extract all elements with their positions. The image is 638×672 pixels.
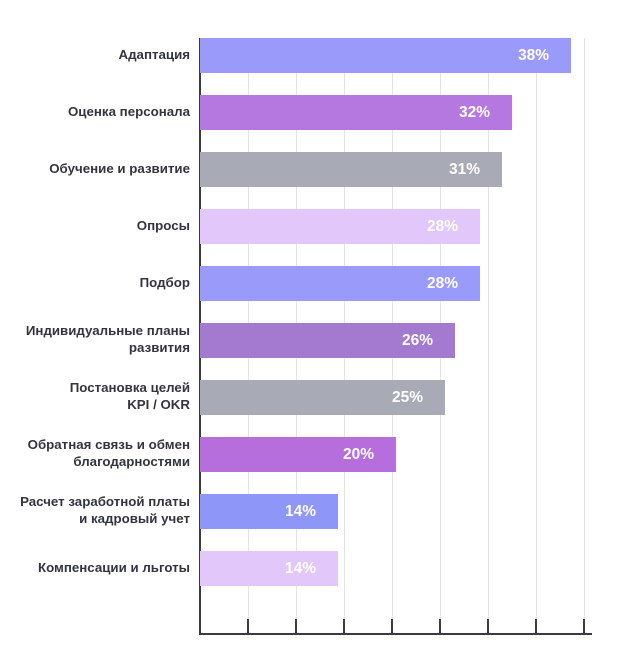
category-label: Компенсации и льготы	[37, 560, 190, 575]
category-label-column: Адаптация Оценка персонала Обучение и ра…	[0, 0, 190, 672]
bar-value-label: 14%	[285, 503, 317, 520]
category-label: Индивидуальные планы развития	[25, 323, 190, 355]
category-label: Подбор	[139, 275, 190, 290]
x-axis-tick	[487, 619, 489, 634]
x-axis-tick	[391, 619, 393, 634]
x-axis-tick	[535, 619, 537, 634]
gridline	[488, 38, 489, 634]
x-axis-tick	[343, 619, 345, 634]
x-axis-tick	[439, 619, 441, 634]
category-label: Постановка целей KPI / OKR	[69, 380, 190, 412]
x-axis-tick	[247, 619, 249, 634]
bar-row: 14%	[200, 551, 592, 586]
bar-row: 26%	[200, 323, 592, 358]
bar[interactable]	[200, 323, 455, 358]
bar[interactable]	[200, 551, 338, 586]
bar-value-label: 28%	[427, 275, 459, 292]
category-label: Обучение и развитие	[49, 161, 190, 176]
category-label: Адаптация	[118, 47, 190, 62]
category-label: Опросы	[136, 218, 190, 233]
bar-value-label: 20%	[343, 446, 375, 463]
gridline	[536, 38, 537, 634]
bar-value-label: 32%	[459, 104, 491, 121]
bar-row: 32%	[200, 95, 592, 130]
bar[interactable]	[200, 437, 396, 472]
bar-value-label: 25%	[392, 389, 424, 406]
bar[interactable]	[200, 380, 445, 415]
bar[interactable]	[200, 266, 480, 301]
bar[interactable]	[200, 209, 480, 244]
category-label: Обратная связь и обмен благодарностями	[27, 437, 190, 469]
x-axis-tick	[199, 619, 201, 634]
bar[interactable]	[200, 95, 512, 130]
bar-row: 14%	[200, 494, 592, 529]
x-axis-tick	[583, 619, 585, 634]
bar-row: 25%	[200, 380, 592, 415]
gridline	[584, 38, 585, 634]
x-axis-tick	[295, 619, 297, 634]
bar-value-label: 38%	[518, 47, 550, 64]
bar-value-label: 14%	[285, 560, 317, 577]
category-label: Оценка персонала	[67, 104, 190, 119]
bar-row: 38%	[200, 38, 592, 73]
bar-value-label: 28%	[427, 218, 459, 235]
bar-row: 28%	[200, 266, 592, 301]
bar-row: 28%	[200, 209, 592, 244]
bar[interactable]	[200, 38, 571, 73]
category-label: Расчет заработной платы и кадровый учет	[20, 494, 190, 526]
bar[interactable]	[200, 152, 502, 187]
x-axis-line	[199, 633, 592, 635]
bar-value-label: 31%	[449, 161, 481, 178]
bar-row: 20%	[200, 437, 592, 472]
bar[interactable]	[200, 494, 338, 529]
bar-value-label: 26%	[402, 332, 434, 349]
bar-row: 31%	[200, 152, 592, 187]
